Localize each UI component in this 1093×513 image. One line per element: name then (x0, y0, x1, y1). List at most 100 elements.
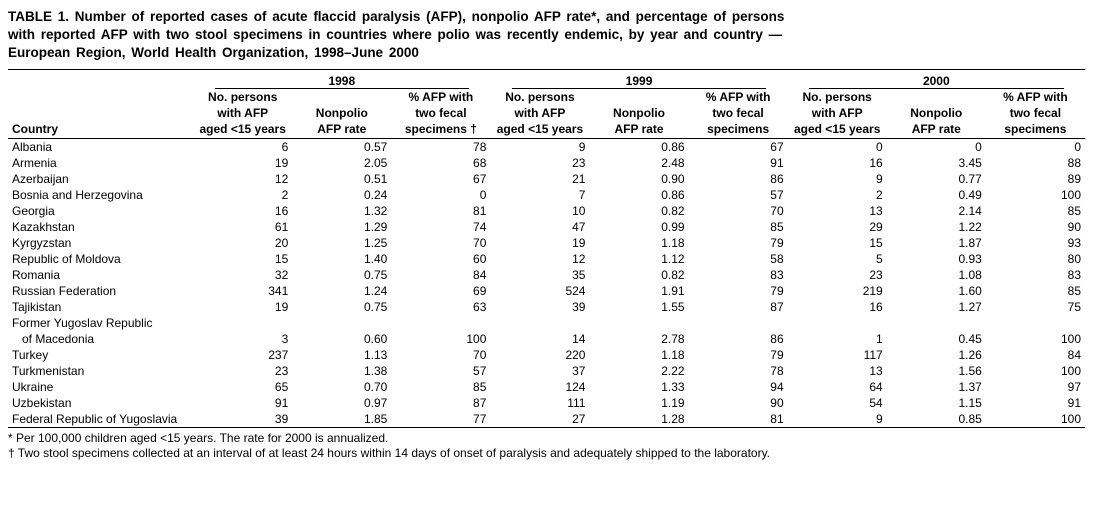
data-cell: 81 (391, 203, 490, 219)
data-cell: 79 (689, 235, 788, 251)
data-cell: 83 (986, 267, 1085, 283)
data-cell: 79 (689, 347, 788, 363)
data-cell: 10 (490, 203, 589, 219)
data-cell: 85 (391, 379, 490, 395)
data-cell: 1.85 (292, 411, 391, 427)
data-cell: 9 (788, 171, 887, 187)
data-cell: 117 (788, 347, 887, 363)
data-cell: 0.57 (292, 138, 391, 155)
data-cell: 85 (986, 203, 1085, 219)
data-cell: 1.26 (887, 347, 986, 363)
data-cell: 1 (788, 331, 887, 347)
table-row: Azerbaijan120.5167210.908690.7789 (8, 171, 1085, 187)
data-cell: 0.24 (292, 187, 391, 203)
data-cell: 1.28 (589, 411, 688, 427)
data-cell: 23 (490, 155, 589, 171)
data-cell: 83 (689, 267, 788, 283)
data-cell: 111 (490, 395, 589, 411)
country-cell: Turkmenistan (8, 363, 193, 379)
country-cell: Albania (8, 138, 193, 155)
data-cell: 85 (689, 219, 788, 235)
country-header: Country (8, 122, 193, 138)
data-cell: 0.60 (292, 331, 391, 347)
year-1998: 1998 (215, 75, 470, 90)
country-cell: Former Yugoslav Republic (8, 315, 193, 331)
data-cell: 0.49 (887, 187, 986, 203)
data-cell: 87 (391, 395, 490, 411)
data-cell: 1.08 (887, 267, 986, 283)
data-cell: 67 (391, 171, 490, 187)
data-cell: 219 (788, 283, 887, 299)
data-cell: 12 (490, 251, 589, 267)
data-cell: 0.75 (292, 267, 391, 283)
data-cell: 60 (391, 251, 490, 267)
data-cell: 63 (391, 299, 490, 315)
data-cell: 1.18 (589, 235, 688, 251)
data-cell: 100 (986, 187, 1085, 203)
data-cell: 1.60 (887, 283, 986, 299)
data-cell: 341 (193, 283, 292, 299)
data-cell: 3.45 (887, 155, 986, 171)
table-row: Albania60.577890.8667000 (8, 138, 1085, 155)
year-1999: 1999 (512, 75, 767, 90)
data-cell: 0.93 (887, 251, 986, 267)
data-cell: 23 (788, 267, 887, 283)
subhead-row-3: Country aged <15 yearsAFP ratespecimens … (8, 122, 1085, 138)
afp-table: 1998 1999 2000 No. persons% AFP with No.… (8, 69, 1085, 428)
data-cell: 1.15 (887, 395, 986, 411)
data-cell: 0.85 (887, 411, 986, 427)
data-cell: 19 (193, 299, 292, 315)
data-cell: 2.78 (589, 331, 688, 347)
data-cell: 90 (986, 219, 1085, 235)
data-cell: 85 (986, 283, 1085, 299)
data-cell: 69 (391, 283, 490, 299)
data-cell: 87 (689, 299, 788, 315)
data-cell: 64 (788, 379, 887, 395)
data-cell: 23 (193, 363, 292, 379)
country-cell: Uzbekistan (8, 395, 193, 411)
table-row: Kazakhstan611.2974470.9985291.2290 (8, 219, 1085, 235)
data-cell: 9 (490, 138, 589, 155)
data-cell: 65 (193, 379, 292, 395)
data-cell: 1.32 (292, 203, 391, 219)
table-row: Armenia192.0568232.4891163.4588 (8, 155, 1085, 171)
data-cell: 1.33 (589, 379, 688, 395)
country-cell: Federal Republic of Yugoslavia (8, 411, 193, 427)
data-cell: 91 (689, 155, 788, 171)
data-cell: 524 (490, 283, 589, 299)
table-row: Federal Republic of Yugoslavia391.857727… (8, 411, 1085, 427)
table-row: Georgia161.3281100.8270132.1485 (8, 203, 1085, 219)
footnote-2: † Two stool specimens collected at an in… (8, 446, 1085, 461)
data-cell: 1.87 (887, 235, 986, 251)
data-cell: 1.24 (292, 283, 391, 299)
data-cell: 0.45 (887, 331, 986, 347)
data-cell: 86 (689, 331, 788, 347)
data-cell: 2.05 (292, 155, 391, 171)
subhead-row-2: with AFPNonpoliotwo fecal with AFPNonpol… (8, 106, 1085, 122)
data-cell: 81 (689, 411, 788, 427)
data-cell: 0.99 (589, 219, 688, 235)
data-cell (193, 315, 292, 331)
table-row: Republic of Moldova151.4060121.125850.93… (8, 251, 1085, 267)
data-cell: 13 (788, 363, 887, 379)
data-cell: 7 (490, 187, 589, 203)
table-title: TABLE 1. Number of reported cases of acu… (8, 8, 1085, 63)
data-cell: 1.22 (887, 219, 986, 235)
data-cell: 14 (490, 331, 589, 347)
data-cell: 58 (689, 251, 788, 267)
data-cell: 84 (986, 347, 1085, 363)
data-cell: 100 (986, 363, 1085, 379)
data-cell (689, 315, 788, 331)
data-cell: 74 (391, 219, 490, 235)
footnotes: * Per 100,000 children aged <15 years. T… (8, 431, 1085, 461)
data-cell: 124 (490, 379, 589, 395)
data-cell: 29 (788, 219, 887, 235)
data-cell: 100 (391, 331, 490, 347)
data-cell: 0 (887, 138, 986, 155)
data-cell: 0.75 (292, 299, 391, 315)
data-cell: 2 (193, 187, 292, 203)
data-cell: 1.18 (589, 347, 688, 363)
data-cell: 6 (193, 138, 292, 155)
data-cell: 220 (490, 347, 589, 363)
data-cell: 79 (689, 283, 788, 299)
